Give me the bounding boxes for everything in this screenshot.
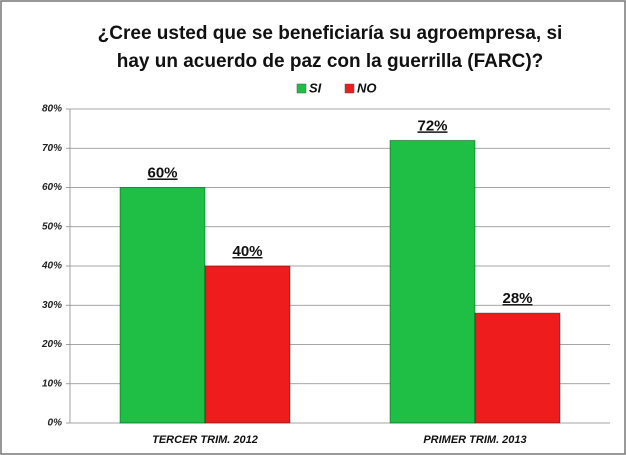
chart-title: ¿Cree usted que se beneficiaría su agroe… — [98, 23, 563, 44]
legend-swatch — [296, 83, 307, 94]
y-tick-label: 30% — [42, 300, 62, 311]
bar — [204, 265, 291, 424]
bar — [389, 139, 476, 424]
y-tick-label: 50% — [42, 221, 62, 232]
legend-swatch — [344, 83, 355, 94]
y-tick-label: 20% — [41, 339, 62, 350]
x-tick-label: TERCER TRIM. 2012 — [152, 434, 258, 446]
value-label: 60% — [147, 164, 177, 181]
legend-label: NO — [357, 80, 377, 95]
bar — [119, 187, 206, 424]
chart-title: hay un acuerdo de paz con la guerrilla (… — [117, 51, 544, 72]
y-tick-label: 60% — [42, 182, 62, 193]
y-tick-label: 40% — [41, 261, 62, 272]
value-label: 28% — [502, 290, 532, 307]
bar — [474, 312, 561, 424]
value-label: 72% — [417, 117, 447, 134]
y-tick-label: 70% — [42, 143, 62, 154]
legend-label: SI — [309, 80, 322, 95]
y-tick-label: 80% — [42, 104, 62, 115]
x-tick-label: PRIMER TRIM. 2013 — [423, 434, 526, 446]
value-label: 40% — [232, 243, 262, 260]
y-tick-label: 0% — [48, 418, 63, 429]
y-tick-label: 10% — [42, 378, 62, 389]
